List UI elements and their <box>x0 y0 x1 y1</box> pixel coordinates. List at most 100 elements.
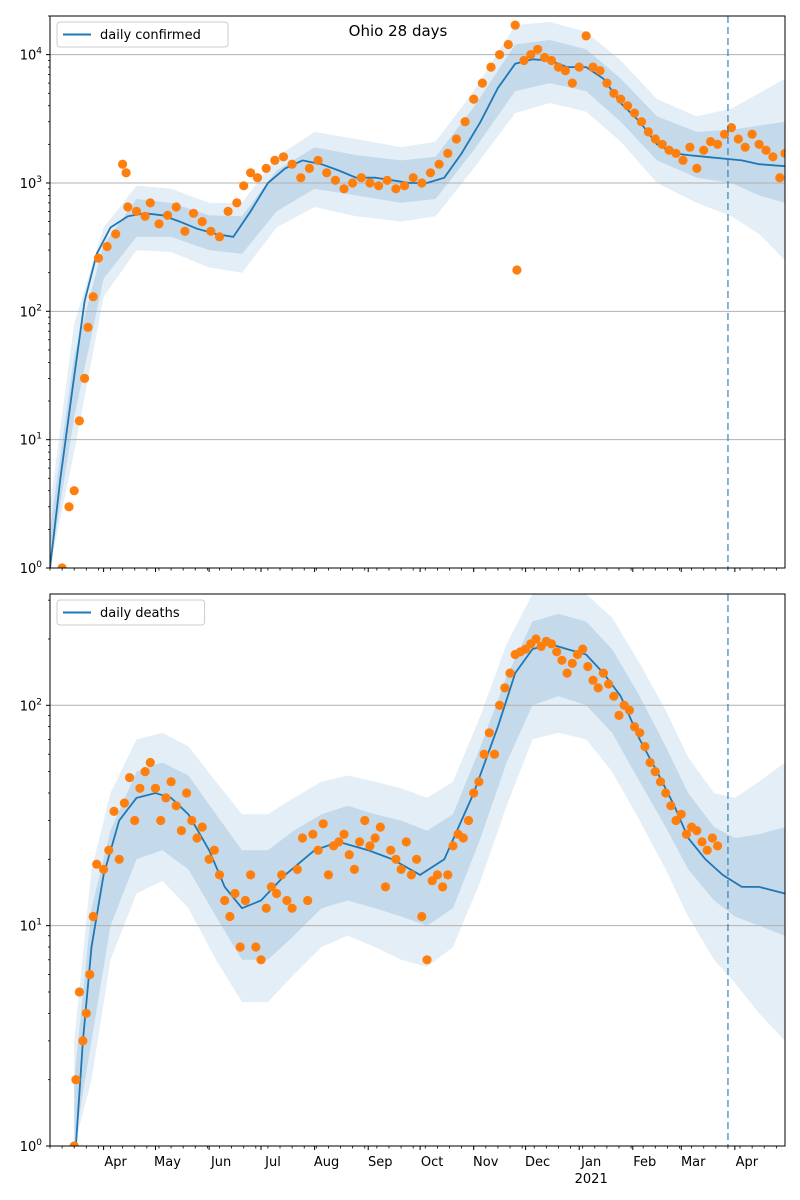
observed-point <box>553 62 564 72</box>
observed-point <box>412 854 422 864</box>
y-tick-label: 101 <box>20 432 42 449</box>
observed-point <box>425 168 436 178</box>
observed-point <box>546 639 557 649</box>
observed-point <box>197 217 207 227</box>
observed-point <box>252 173 263 183</box>
observed-point <box>650 767 660 777</box>
observed-point <box>230 888 240 899</box>
observed-point <box>145 757 155 768</box>
observed-point <box>391 854 401 864</box>
observed-point <box>595 66 605 76</box>
observed-point <box>780 148 785 158</box>
observed-point <box>581 31 591 41</box>
observed-point <box>486 62 496 72</box>
observed-point <box>666 801 676 811</box>
observed-point <box>192 833 202 843</box>
observed-point <box>81 1008 91 1018</box>
observed-point <box>629 722 640 732</box>
confirmed-panel: 100 101 102 103 104 daily confirmed <box>20 15 786 577</box>
observed-point <box>370 833 380 843</box>
observed-point <box>135 783 145 793</box>
x-tick-label: Oct <box>421 1155 443 1170</box>
x-tick-label: May <box>154 1155 181 1170</box>
observed-point <box>78 1036 88 1046</box>
observed-point <box>635 728 645 738</box>
observed-point <box>382 175 392 185</box>
observed-point <box>458 833 468 843</box>
y-tick-label: 104 <box>20 47 43 64</box>
observed-point <box>406 870 416 880</box>
observed-point <box>740 142 750 152</box>
observed-point <box>266 882 276 892</box>
observed-point <box>460 117 470 127</box>
observed-point <box>713 139 723 149</box>
observed-point <box>220 895 230 906</box>
plot-area <box>50 16 785 568</box>
observed-point <box>761 145 771 155</box>
observed-point <box>685 142 695 152</box>
observed-point <box>64 502 74 512</box>
observed-point <box>533 44 543 54</box>
observed-point <box>386 845 396 855</box>
observed-point <box>434 159 444 169</box>
observed-point <box>308 829 318 839</box>
observed-point <box>156 815 166 826</box>
observed-point <box>93 253 103 263</box>
observed-point <box>330 175 340 185</box>
observed-point <box>636 117 647 127</box>
y-tick-label: 102 <box>20 303 42 320</box>
observed-point <box>197 822 207 832</box>
observed-point <box>180 226 190 236</box>
observed-point <box>503 39 513 50</box>
observed-point <box>546 55 557 66</box>
legend-box <box>56 599 206 626</box>
observed-point <box>557 655 567 665</box>
x-tick-label: Apr <box>736 1155 759 1170</box>
observed-point <box>676 809 686 819</box>
observed-point <box>593 683 603 693</box>
observed-point <box>235 942 245 952</box>
observed-point <box>375 822 385 832</box>
observed-point <box>417 911 427 922</box>
observed-point <box>74 416 84 426</box>
observed-point <box>495 50 505 60</box>
observed-point <box>408 173 418 183</box>
x-tick-label: Feb <box>633 1155 656 1170</box>
observed-point <box>500 683 510 693</box>
x-tick-label: Dec <box>525 1155 550 1170</box>
observed-point <box>270 155 280 165</box>
observed-point <box>114 854 124 864</box>
y-tick-label: 102 <box>20 697 42 714</box>
x-tick-label: Aug <box>314 1155 339 1170</box>
observed-point <box>588 675 598 685</box>
observed-point <box>552 647 562 657</box>
observed-point <box>604 679 614 689</box>
observed-point <box>391 184 401 194</box>
observed-point <box>479 749 489 759</box>
observed-point <box>692 163 702 173</box>
observed-point <box>344 850 354 860</box>
observed-point <box>80 373 90 383</box>
observed-point <box>109 806 119 817</box>
observed-point <box>130 815 140 826</box>
observed-point <box>277 870 287 880</box>
observed-point <box>304 163 314 173</box>
legend-label: daily confirmed <box>100 28 201 43</box>
observed-point <box>318 819 328 829</box>
observed-point <box>474 777 484 787</box>
observed-point <box>261 163 271 173</box>
observed-point <box>57 563 67 568</box>
observed-point <box>574 62 584 72</box>
observed-point <box>489 749 500 759</box>
observed-point <box>451 134 461 144</box>
observed-point <box>438 882 448 892</box>
observed-point <box>567 78 577 88</box>
plot-area <box>50 594 785 1146</box>
outer-confidence-band <box>74 594 785 1146</box>
observed-point <box>609 88 619 98</box>
observed-point <box>510 20 520 30</box>
observed-point <box>602 78 612 88</box>
observed-point <box>678 155 688 165</box>
observed-point <box>726 123 737 133</box>
